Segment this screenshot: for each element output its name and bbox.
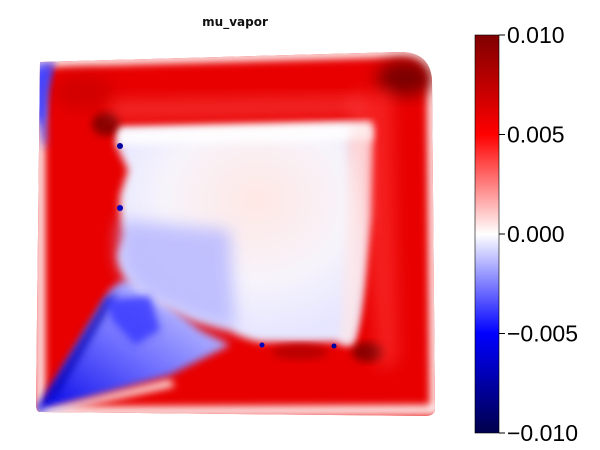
colorbar-tick-label: 0.010: [507, 22, 565, 48]
heatmap-field: [36, 52, 435, 416]
colorbar-tick-label: 0.000: [507, 221, 565, 247]
colorbar-tick-label: −0.010: [507, 420, 578, 446]
colorbar-gradient: [474, 34, 500, 434]
chart-title: mu_vapor: [202, 15, 268, 29]
colorbar-tick-label: −0.005: [507, 321, 578, 347]
colorbar-tick-label: 0.005: [507, 122, 565, 148]
colorbar: 0.010 0.005 0.000 −0.005 −0.010: [474, 22, 578, 446]
colorbar-ticks: 0.010 0.005 0.000 −0.005 −0.010: [499, 22, 578, 446]
